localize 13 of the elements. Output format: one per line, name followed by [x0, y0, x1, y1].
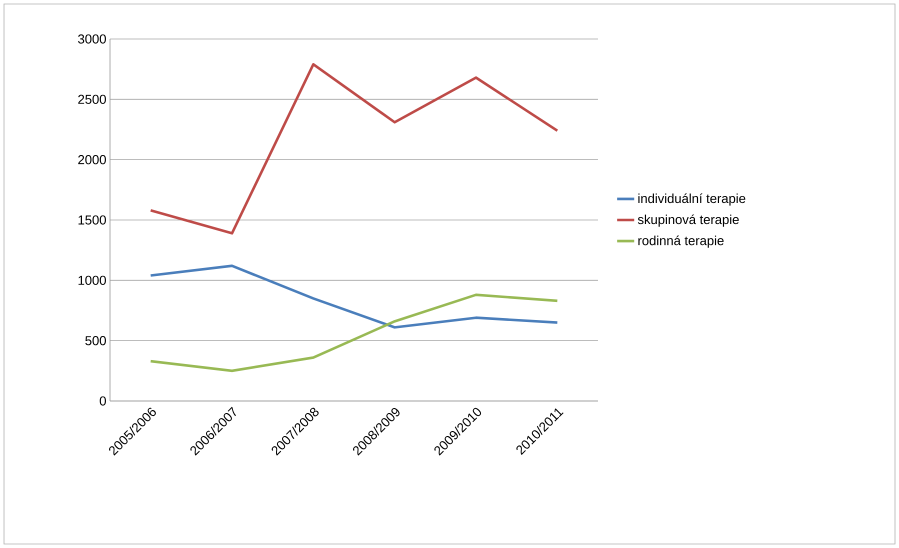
legend-label: individuální terapie — [638, 193, 746, 206]
y-tick-label: 2000 — [78, 155, 106, 164]
line-series — [149, 294, 559, 372]
y-tick-label: 2500 — [78, 94, 106, 104]
line-series — [149, 264, 559, 329]
y-tick-label: 3000 — [78, 34, 106, 44]
y-tick-label: 1000 — [78, 276, 106, 285]
y-tick-label: 1500 — [78, 215, 106, 225]
line-series — [149, 63, 559, 235]
legend-label: skupinová terapie — [638, 214, 739, 227]
y-tick-label: 500 — [85, 336, 106, 346]
y-tick-label: 0 — [100, 396, 106, 406]
legend-label: rodinná terapie — [638, 236, 724, 248]
